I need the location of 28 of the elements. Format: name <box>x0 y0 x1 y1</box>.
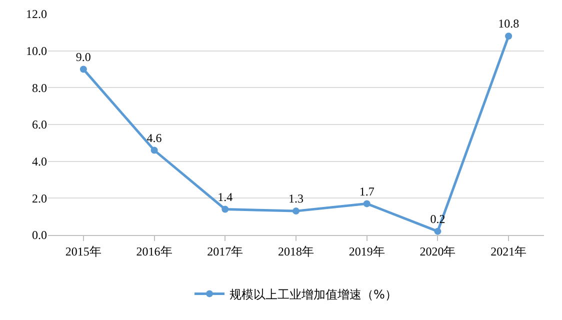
y-tick-label: 2.0 <box>32 191 47 206</box>
x-tick-label: 2015年 <box>65 244 102 258</box>
data-label: 9.0 <box>76 50 91 64</box>
point <box>222 206 229 213</box>
y-tick-label: 4.0 <box>32 154 47 169</box>
x-tick-label: 2017年 <box>207 244 244 258</box>
point <box>292 208 300 215</box>
x-tick-label: 2018年 <box>278 244 314 258</box>
x-tick-label: 2016年 <box>136 244 172 258</box>
data-label: 1.7 <box>359 184 374 198</box>
data-label: 10.8 <box>498 16 520 31</box>
point <box>80 66 87 73</box>
point <box>434 228 442 235</box>
data-label: 4.6 <box>146 130 162 145</box>
point <box>150 146 158 154</box>
y-tick-label: 10.0 <box>26 44 47 58</box>
point <box>505 32 512 40</box>
y-tick-label: 6.0 <box>32 118 47 132</box>
x-tick-label: 2020年 <box>420 244 456 258</box>
y-tick-label: 12.0 <box>26 7 47 22</box>
legend-label: 规模以上工业增加值增速（%） <box>230 287 397 302</box>
x-tick-label: 2021年 <box>490 244 527 258</box>
point <box>363 200 370 208</box>
y-tick-label: 0.0 <box>32 228 47 242</box>
x-tick-label: 2019年 <box>348 244 385 258</box>
y-tick-label: 8.0 <box>32 80 47 95</box>
data-label: 1.4 <box>218 190 233 204</box>
data-label: 1.3 <box>288 192 304 206</box>
